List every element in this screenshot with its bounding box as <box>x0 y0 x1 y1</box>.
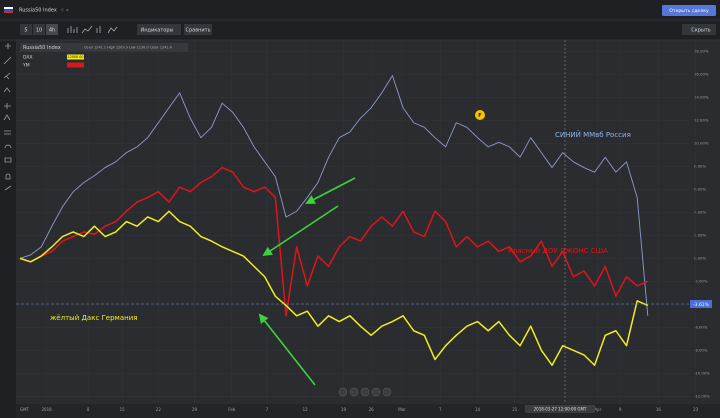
legend-header <box>20 43 188 52</box>
interval-label[interactable]: 4h <box>49 28 55 34</box>
y-tick-label: 14.00% <box>694 94 709 99</box>
legend-tag <box>67 54 84 60</box>
x-tick-label: 8 <box>87 407 90 412</box>
series-line <box>19 210 649 366</box>
favorite-icon[interactable]: ☆ ⌕ <box>60 8 69 14</box>
drawing-tools[interactable] <box>3 43 12 191</box>
y-tick-label: -2.00% <box>694 278 708 283</box>
interval-label[interactable]: 10 <box>36 28 42 34</box>
y-tick-label: 10.00% <box>694 140 709 145</box>
ohlc-info: Open 1241.1 High 1269.9 Low 1230.0 Close… <box>84 46 172 50</box>
x-tick-label: 14 <box>475 407 481 412</box>
series-lines <box>19 75 649 366</box>
y-tick-label: -12.00% <box>694 393 710 398</box>
interval-button[interactable] <box>20 24 32 35</box>
flag <box>4 7 13 13</box>
x-tick-label: 12 <box>303 407 309 412</box>
chart-area <box>16 40 720 404</box>
chart-type-icons[interactable] <box>67 25 118 34</box>
legend-entry: DAX <box>23 55 33 61</box>
interval-label[interactable]: 5 <box>24 28 27 34</box>
x-tick-label: 9 <box>619 407 622 412</box>
legend-tag-value: 12000.00 <box>67 55 83 59</box>
x-tick-label: 22 <box>156 407 162 412</box>
x-tick-label: 21 <box>512 407 518 412</box>
x-tick-label: 16 <box>656 407 662 412</box>
x-tick-label: 2018 <box>42 407 53 412</box>
arrows <box>258 177 356 386</box>
x-tick-label: 29 <box>192 407 198 412</box>
legend-instrument: Russia50 Index <box>23 45 61 51</box>
y-tick-label: 18.00% <box>694 48 709 53</box>
y-tick-label: 4.00% <box>694 209 706 214</box>
hide-button[interactable] <box>682 24 716 35</box>
series-line <box>19 75 649 316</box>
legend-entry: YM <box>22 63 30 69</box>
x-tick-label: Feb <box>228 407 236 412</box>
price-tag-box <box>690 300 712 308</box>
x-tick-label: Mar <box>398 407 406 412</box>
annotation: СИНИЙ ММвб Россия <box>555 130 631 139</box>
hide-label[interactable]: Скрыть <box>691 28 711 34</box>
compare-label[interactable]: Сравнить <box>185 28 210 34</box>
y-tick-label: -8.00% <box>694 347 708 352</box>
x-tick-label: 19 <box>341 407 347 412</box>
x-tick-label: 7 <box>439 407 442 412</box>
x-tick-label: 26 <box>369 407 375 412</box>
open-trade-label[interactable]: Открыть сделку <box>669 8 709 14</box>
price-tag: -3.61% <box>693 302 710 308</box>
y-tick-label: 2.00% <box>694 232 706 237</box>
y-tick-label: -6.00% <box>694 324 708 329</box>
event-marker[interactable] <box>475 110 485 120</box>
legend-tag <box>67 62 84 68</box>
open-trade-button[interactable] <box>662 5 716 16</box>
y-tick-label: 12.00% <box>694 117 709 122</box>
cursor-time-box <box>525 405 595 413</box>
x-tick-label: 15 <box>120 407 126 412</box>
instrument-name[interactable]: Russia50 Index <box>19 8 57 14</box>
y-tick-label: 16.00% <box>694 71 709 76</box>
event-marker-label[interactable]: F <box>478 113 481 119</box>
timezone: GMT <box>20 407 30 412</box>
interval-button[interactable] <box>33 24 45 35</box>
series-line <box>19 166 649 317</box>
annotation: жёлтый Дакс Германия <box>50 314 137 322</box>
x-tick-label: Apr <box>594 407 601 412</box>
indicators-button[interactable] <box>137 24 181 35</box>
y-tick-label: -10.00% <box>694 370 710 375</box>
indicators-label[interactable]: Индикаторы <box>141 28 174 34</box>
interval-button[interactable] <box>46 24 58 35</box>
navigation-buttons[interactable] <box>338 387 392 397</box>
y-tick-label: 0.00% <box>694 255 706 260</box>
compare-button[interactable] <box>184 24 212 35</box>
y-tick-label: 6.00% <box>694 186 706 191</box>
cursor-time: 2018-03-27 12:00:00 GMT <box>534 406 587 411</box>
y-tick-label: 8.00% <box>694 163 706 168</box>
interval-buttons: 5 10 4h <box>20 24 58 35</box>
x-tick-label: 7 <box>266 407 269 412</box>
x-tick-label: 23 <box>693 407 699 412</box>
annotation: Красный ДОУ ДЖОНС США <box>508 247 608 255</box>
